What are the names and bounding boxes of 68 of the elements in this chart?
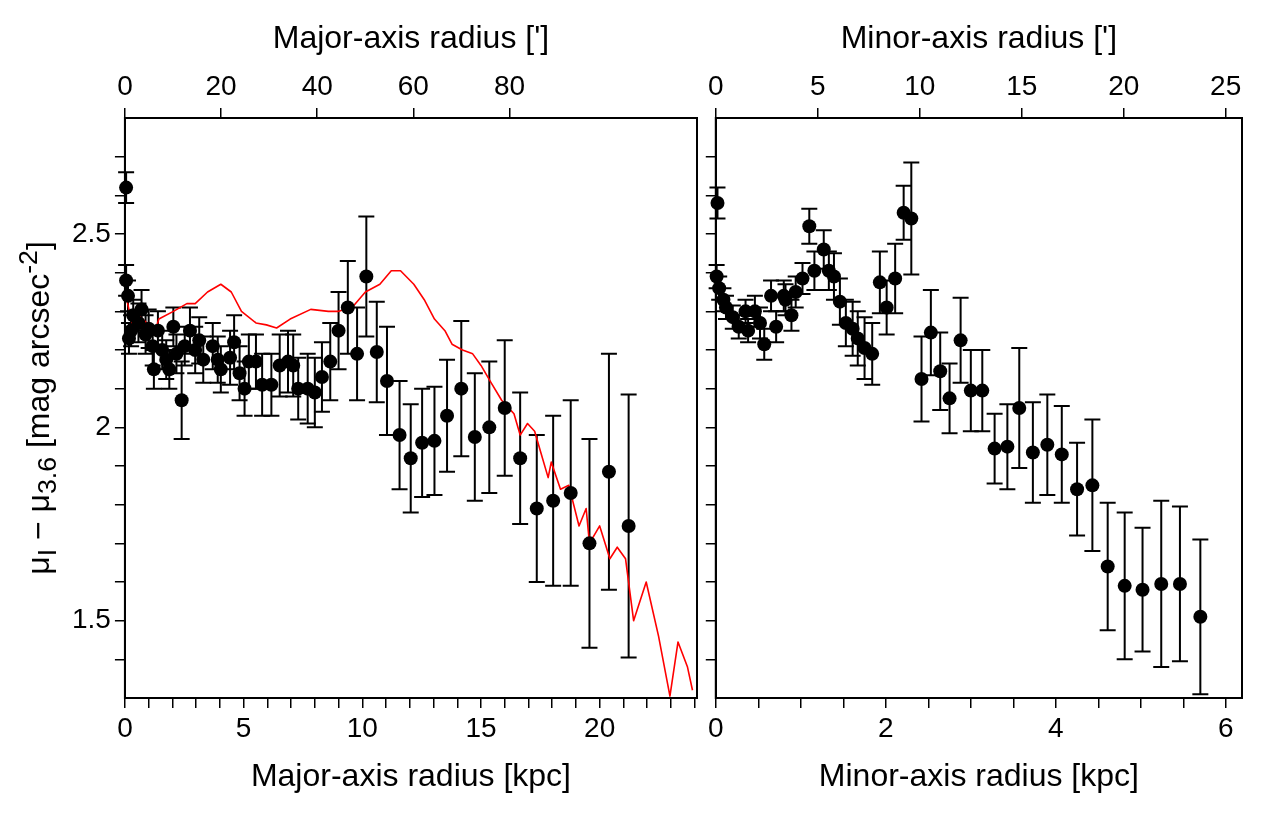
x-tick-label: 6 [1218, 711, 1234, 743]
point [752, 315, 767, 330]
x2-axis-title: Major-axis radius ['] [272, 19, 550, 56]
point [784, 308, 799, 323]
point [741, 323, 756, 338]
point [826, 269, 841, 284]
point [832, 294, 847, 309]
x2-tick-label: 60 [397, 69, 429, 101]
x2-tick-label: 0 [117, 69, 133, 101]
point [1025, 445, 1040, 460]
point [923, 325, 938, 340]
x2-tick-label: 20 [1108, 69, 1140, 101]
point [904, 211, 919, 226]
point [757, 337, 772, 352]
point [1172, 576, 1187, 591]
point [987, 441, 1002, 456]
point [888, 271, 903, 286]
point [795, 271, 810, 286]
point [1117, 578, 1132, 593]
x2-tick-label: 40 [301, 69, 333, 101]
point [865, 346, 880, 361]
x-tick-label: 0 [708, 711, 724, 743]
y-tick-label: 2 [95, 410, 111, 442]
x-tick-label: 10 [346, 711, 378, 743]
point [953, 333, 968, 348]
point [1054, 447, 1069, 462]
point [1100, 559, 1115, 574]
point [1193, 609, 1208, 624]
point [788, 285, 803, 299]
x2-axis-title: Minor-axis radius ['] [840, 19, 1118, 56]
point [718, 300, 733, 315]
point [1012, 401, 1027, 415]
x-tick-label: 5 [235, 711, 252, 743]
x-tick-label: 0 [117, 711, 133, 743]
x2-tick-label: 20 [205, 69, 237, 101]
point [914, 372, 929, 386]
point [1154, 576, 1169, 591]
y-tick-label: 2.5 [71, 216, 111, 248]
point [850, 331, 865, 346]
point [933, 364, 948, 379]
x-axis-title: Minor-axis radius [kpc] [818, 756, 1139, 793]
point [725, 310, 740, 325]
point [769, 319, 784, 334]
point [872, 275, 887, 290]
point [764, 288, 779, 303]
point [816, 242, 831, 257]
point [1135, 582, 1150, 597]
x2-tick-label: 10 [904, 69, 936, 101]
point [879, 300, 894, 315]
point [1070, 482, 1085, 497]
point [942, 391, 957, 406]
y-tick-label: 1.5 [71, 603, 111, 635]
point [802, 219, 817, 234]
x2-tick-label: 0 [708, 69, 724, 101]
x2-tick-label: 5 [809, 69, 826, 101]
x-tick-label: 15 [465, 711, 497, 743]
x-tick-label: 4 [1048, 711, 1064, 743]
x-tick-label: 2 [878, 711, 894, 743]
point [975, 383, 990, 398]
x2-tick-label: 80 [493, 69, 526, 101]
point [1085, 478, 1100, 493]
x2-tick-label: 25 [1210, 69, 1242, 101]
point [1000, 439, 1015, 454]
x-tick-label: 20 [584, 711, 616, 743]
point [807, 263, 822, 278]
x2-tick-label: 15 [1006, 69, 1038, 101]
x-axis-title: Major-axis radius [kpc] [250, 756, 572, 793]
point [1040, 437, 1055, 452]
